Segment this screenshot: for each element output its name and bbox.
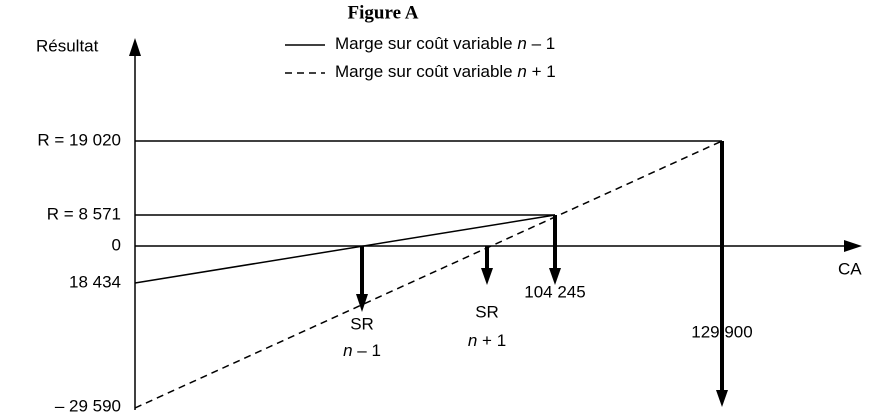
y-axis-label: Résultat [36, 36, 99, 55]
marker-label: SR [475, 302, 499, 321]
arrow-head [481, 268, 493, 285]
legend-label: Marge sur coût variable n – 1 [335, 34, 555, 53]
arrow-head [716, 390, 728, 407]
arrow-head [549, 268, 561, 285]
arrow-head [356, 294, 368, 312]
marker-sub: n + 1 [468, 331, 506, 350]
margin-line-n-1 [134, 214, 556, 284]
x-axis-label: CA [838, 259, 862, 278]
legend-label: Marge sur coût variable n + 1 [335, 62, 556, 81]
x-arrow [844, 240, 862, 252]
y-arrow [129, 38, 141, 56]
title: Figure A [348, 2, 419, 23]
y-label: 0 [112, 235, 121, 254]
margin-line-n+1 [134, 140, 723, 409]
y-label: R = 8 571 [47, 204, 121, 223]
y-label: R = 19 020 [37, 130, 121, 149]
marker-label: 129 900 [691, 322, 752, 341]
marker-label: SR [350, 314, 374, 333]
marker-sub: n – 1 [343, 341, 381, 360]
y-label: – 29 590 [55, 396, 121, 414]
y-label: 18 434 [69, 272, 121, 291]
marker-label: 104 245 [524, 282, 585, 301]
